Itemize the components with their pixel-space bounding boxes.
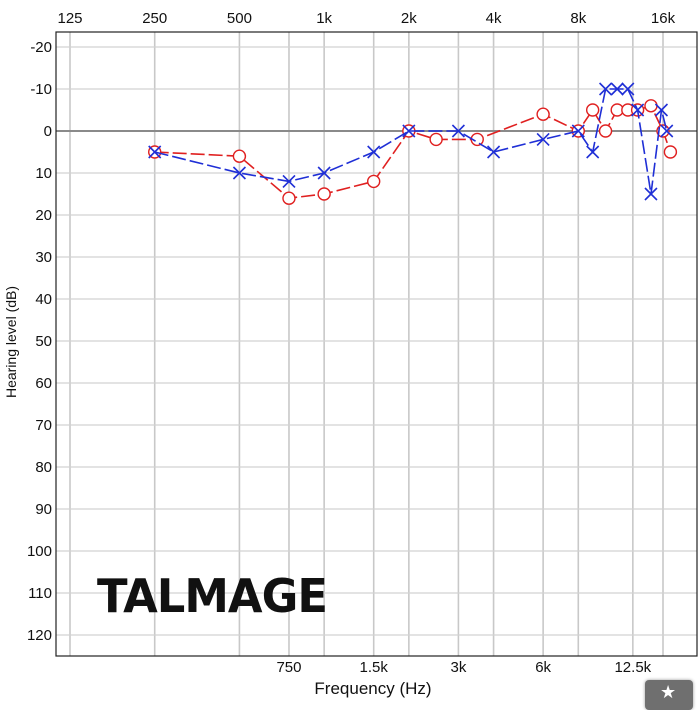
x-marker-stroke [644,187,658,201]
data-point-circle [429,132,443,147]
y-tick-label: -10 [30,81,52,98]
data-point-circle [644,99,658,113]
x-tick-label-top: 500 [227,10,252,27]
x-marker-stroke [536,132,550,146]
data-point-circle [317,187,331,201]
x-tick-label-top: 250 [142,10,167,27]
x-marker-stroke [660,124,674,138]
y-tick-label: 60 [35,375,52,392]
y-tick-label: 90 [35,501,52,518]
x-tick-label-bottom: 3k [450,659,466,676]
x-marker-stroke [148,145,162,159]
data-point-x [571,124,585,138]
x-tick-label-top: 16k [651,10,676,27]
x-marker-stroke [402,124,416,138]
y-tick-label: 30 [35,249,52,266]
x-marker-stroke [571,124,585,138]
data-point-x [644,187,658,201]
data-point-x [367,145,381,159]
x-axis-title: Frequency (Hz) [314,679,431,698]
y-tick-label: 0 [44,123,52,140]
series-line [154,88,668,195]
x-tick-label-top: 4k [486,10,502,27]
bookmark-button[interactable]: ★ [645,680,693,710]
data-point-x [487,145,501,159]
y-tick-label: 50 [35,333,52,350]
data-point-x [654,103,669,117]
x-marker-stroke [232,166,246,180]
y-tick-label: 120 [27,627,52,644]
y-tick-label: -20 [30,39,52,56]
data-point-circle [536,107,550,121]
x-tick-label-top: 125 [57,10,82,27]
x-marker-stroke [631,103,645,117]
data-point-x [610,82,624,96]
x-tick-label-bottom: 12.5k [614,659,651,676]
y-tick-label: 110 [28,585,52,602]
data-point-x [598,82,613,96]
plot-frame [55,31,698,657]
x-tick-label-bottom: 1.5k [360,659,389,676]
data-point-x [148,145,162,159]
data-point-x [282,174,296,188]
x-tick-label-bottom: 750 [276,659,301,676]
x-marker-stroke [367,145,381,159]
data-point-x [317,166,331,180]
x-tick-label-top: 8k [570,10,586,27]
x-marker-stroke [621,82,635,96]
y-tick-label: 40 [35,291,52,308]
data-point-circle [282,191,296,205]
data-point-circle [598,124,613,138]
y-axis-title: Hearing level (dB) [3,286,19,398]
data-point-x [402,124,416,138]
data-point-x [451,124,465,138]
series-line [154,104,672,200]
x-tick-label-top: 2k [401,10,417,27]
data-point-x [660,124,674,138]
y-tick-label: 70 [35,417,52,434]
x-tick-label-top: 1k [316,10,332,27]
x-marker-stroke [487,145,501,159]
data-point-circle [366,174,381,189]
x-marker-stroke [610,82,624,96]
x-marker-stroke [317,166,331,180]
data-point-x [232,166,246,180]
star-icon: ★ [660,682,677,702]
y-tick-label: 100 [27,543,52,560]
x-marker-stroke [586,145,600,159]
series-layer [148,82,678,205]
x-marker-stroke [282,174,296,188]
x-marker-stroke [598,82,613,96]
data-point-x [621,82,635,96]
data-point-circle [585,103,600,117]
y-tick-label: 80 [35,459,52,476]
y-tick-label: 20 [35,207,52,224]
x-marker-stroke [451,124,465,138]
grid [56,32,697,656]
watermark-text: TALMAGE [97,569,327,623]
data-point-circle [663,145,678,159]
x-marker-stroke [654,103,669,117]
data-point-x [536,132,550,146]
x-tick-label-bottom: 6k [535,659,551,676]
data-point-circle [232,149,247,163]
y-tick-label: 10 [35,165,52,182]
data-point-x [586,145,600,159]
data-point-x [631,103,645,117]
